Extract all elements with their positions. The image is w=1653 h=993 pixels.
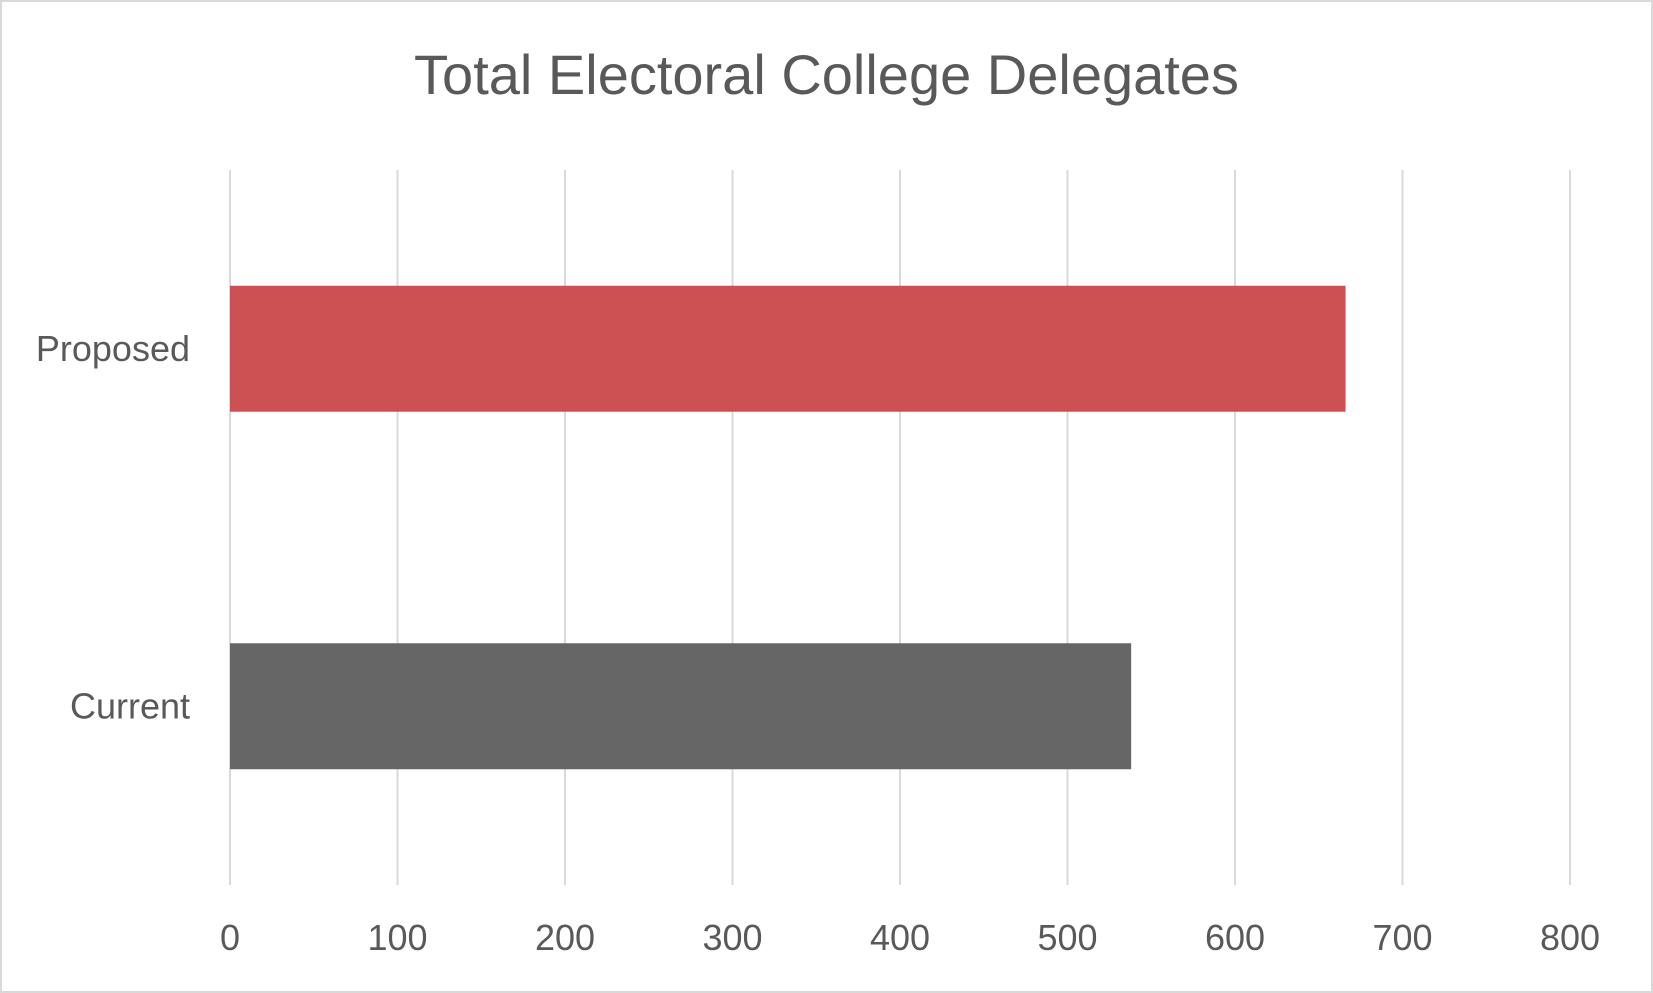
x-tick-label: 0	[220, 917, 240, 958]
x-tick-label: 700	[1372, 917, 1432, 958]
bar-proposed	[230, 285, 1346, 412]
x-tick-label: 200	[535, 917, 595, 958]
x-tick-label: 100	[367, 917, 427, 958]
x-axis-tick-labels: 0 100 200 300 400 500 600 700 800	[220, 917, 1600, 958]
x-tick-label: 500	[1037, 917, 1097, 958]
bar-current	[230, 643, 1132, 770]
x-tick-label: 400	[870, 917, 930, 958]
x-tick-label: 800	[1540, 917, 1600, 958]
x-tick-label: 300	[702, 917, 762, 958]
category-label-proposed: Proposed	[36, 328, 190, 369]
chart-title: Total Electoral College Delegates	[414, 43, 1239, 106]
category-labels: Proposed Current	[36, 328, 190, 727]
gridlines	[229, 170, 1571, 885]
x-tick-label: 600	[1205, 917, 1265, 958]
bars	[230, 285, 1346, 770]
category-label-current: Current	[70, 685, 190, 726]
